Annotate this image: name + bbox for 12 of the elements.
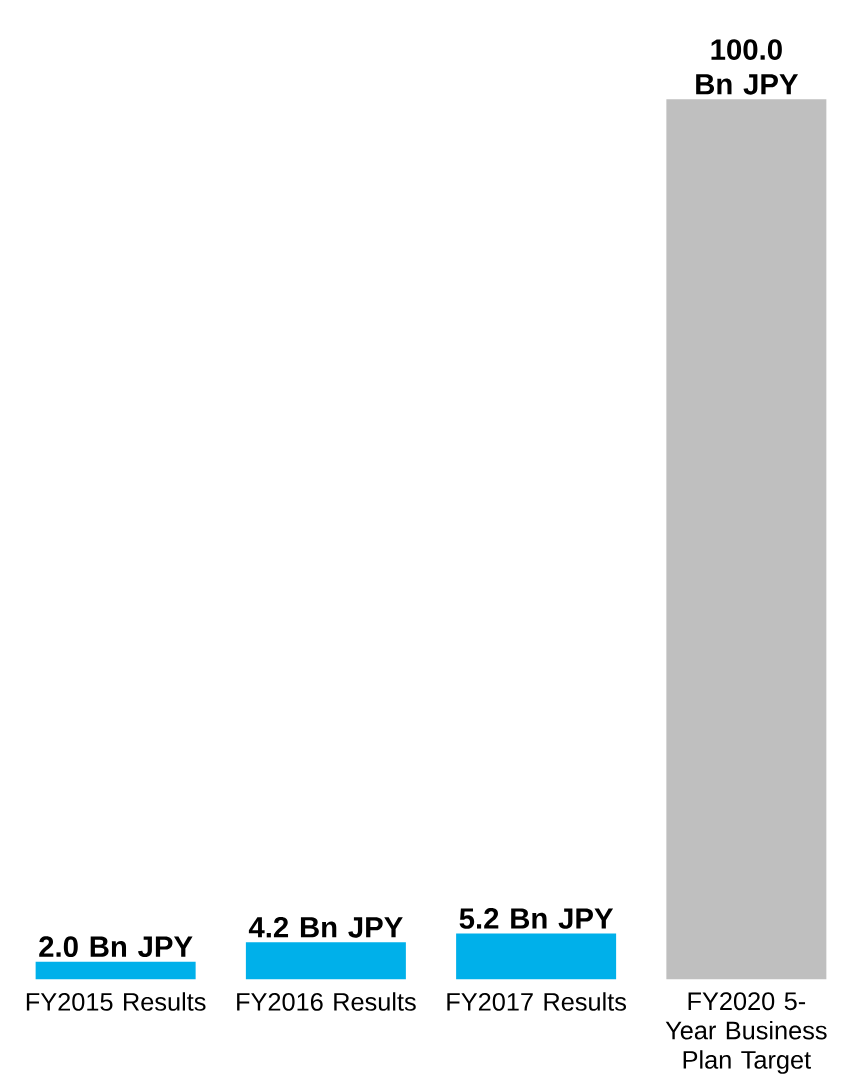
x-tick-label: FY2015 Results xyxy=(26,992,206,1011)
data-label: 4.2 Bn JPY xyxy=(248,916,403,938)
data-label: 5.2 Bn JPY xyxy=(459,908,614,929)
bar xyxy=(35,961,196,980)
data-label: 100.0 Bn JPY xyxy=(696,39,799,95)
x-tick-label: FY2017 Results xyxy=(447,992,626,1011)
x-tick-label: FY2016 Results xyxy=(237,992,416,1011)
data-label: 2.0 Bn JPY xyxy=(39,936,193,958)
bar xyxy=(245,942,406,980)
x-tick-label: FY2020 5-Year Business Plan Target xyxy=(665,992,827,1074)
bar xyxy=(666,99,827,980)
bar xyxy=(456,933,617,980)
